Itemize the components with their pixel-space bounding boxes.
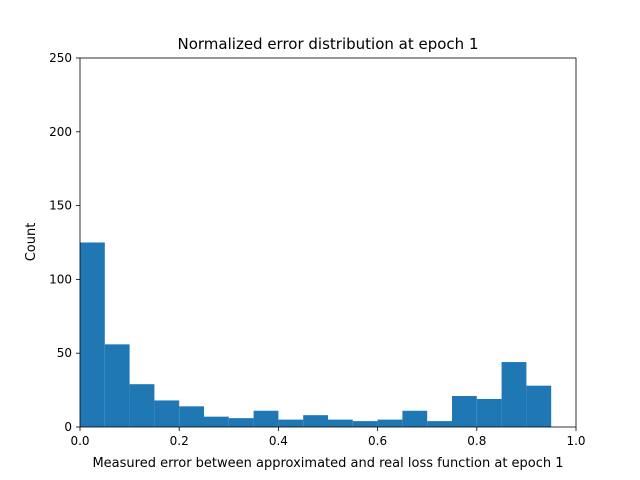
y-axis-label: Count xyxy=(24,223,39,262)
histogram-bar xyxy=(353,421,378,427)
x-tick-label: 0.6 xyxy=(368,434,387,448)
x-axis-label: Measured error between approximated and … xyxy=(92,456,563,471)
y-tick-label: 0 xyxy=(64,420,72,434)
histogram-bar xyxy=(278,420,303,427)
bars-group xyxy=(80,243,551,428)
histogram-bar xyxy=(477,399,502,427)
y-tick-label: 100 xyxy=(49,272,72,286)
x-tick-label: 0.4 xyxy=(269,434,288,448)
y-tick-label: 150 xyxy=(49,199,72,213)
y-tick-label: 200 xyxy=(49,125,72,139)
histogram-bar xyxy=(204,417,229,427)
histogram-bar xyxy=(105,344,130,427)
y-axis: 0 50 100 150 200 250 xyxy=(49,51,80,434)
histogram-bar xyxy=(427,421,452,427)
histogram-bar xyxy=(179,406,204,427)
x-tick-label: 0.2 xyxy=(170,434,189,448)
x-tick-label: 0.0 xyxy=(70,434,89,448)
histogram-bar xyxy=(328,420,353,427)
histogram-bar xyxy=(130,384,155,427)
histogram-bar xyxy=(502,362,527,427)
histogram-bar xyxy=(154,400,179,427)
histogram-bar xyxy=(378,420,403,427)
histogram-bar xyxy=(526,386,551,427)
histogram-bar xyxy=(229,418,254,427)
y-tick-label: 50 xyxy=(57,346,72,360)
histogram-bar xyxy=(80,243,105,428)
x-tick-label: 0.8 xyxy=(467,434,486,448)
histogram-bar xyxy=(303,415,328,427)
y-tick-label: 250 xyxy=(49,51,72,65)
histogram-bar xyxy=(402,411,427,427)
histogram-bar xyxy=(452,396,477,427)
chart-title: Normalized error distribution at epoch 1 xyxy=(178,35,479,53)
histogram-bar xyxy=(254,411,279,427)
x-tick-label: 1.0 xyxy=(566,434,585,448)
x-axis: 0.0 0.2 0.4 0.6 0.8 1.0 xyxy=(70,427,585,448)
